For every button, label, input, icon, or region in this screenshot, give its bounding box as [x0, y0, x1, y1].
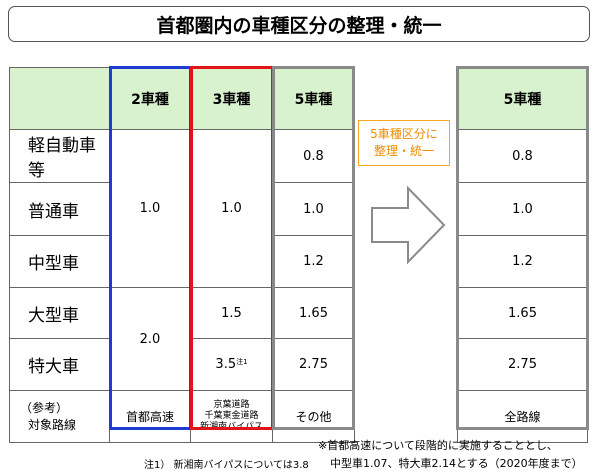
header-5-types: 5車種: [272, 67, 355, 130]
row-label-tokudai: 特大車: [9, 338, 110, 391]
header-2-types: 2車種: [109, 67, 191, 130]
reference-label: （参考） 対象路線: [9, 390, 110, 443]
vehicle-class-table: 2車種 3車種 5車種 軽自動車等 1.0 1.0 0.8 普通車 1.0 中型…: [9, 67, 355, 443]
footnote-2a: ※首都高速について段階的に実施することとし、: [318, 439, 558, 452]
special-value-text: 3.5: [215, 357, 237, 372]
row-label-chugata: 中型車: [9, 235, 110, 288]
result-header: 5車種: [457, 67, 588, 130]
three-type-routes: 京葉道路 千葉東金道路 新湘南バイパス: [190, 390, 273, 443]
five-type-value: 1.0: [272, 182, 355, 236]
page-title: 首都圏内の車種区分の整理・統一: [8, 6, 590, 42]
footnote-1: 注1） 新湘南バイパスについては3.8: [144, 460, 309, 471]
row-label-ogata: 大型車: [9, 287, 110, 339]
row-label-kei: 軽自動車等: [9, 129, 110, 183]
two-type-upper-value: 1.0: [109, 129, 191, 288]
header-3-types: 3車種: [190, 67, 273, 130]
unify-label: 5車種区分に 整理・統一: [358, 120, 450, 166]
three-type-upper-value: 1.0: [190, 129, 273, 288]
right-arrow-icon: [371, 186, 446, 264]
footnote-2b: 中型車1.07、特大車2.14とする（2020年度まで）: [330, 457, 583, 470]
result-value: 1.2: [457, 235, 588, 288]
row-label-futsu: 普通車: [9, 182, 110, 236]
five-type-value: 0.8: [272, 129, 355, 183]
five-type-value: 2.75: [272, 338, 355, 391]
result-value: 1.0: [457, 182, 588, 236]
unified-class-table: 5車種 0.8 1.0 1.2 1.65 2.75 全路線: [457, 67, 588, 443]
three-type-large-value: 1.5: [190, 287, 273, 339]
result-value: 0.8: [457, 129, 588, 183]
two-type-routes: 首都高速: [109, 390, 191, 443]
five-type-routes: その他: [272, 390, 355, 443]
result-value: 2.75: [457, 338, 588, 391]
note-marker: 注1: [236, 358, 248, 366]
five-type-value: 1.65: [272, 287, 355, 339]
corner-cell: [9, 67, 110, 130]
five-type-value: 1.2: [272, 235, 355, 288]
result-routes: 全路線: [457, 390, 588, 443]
result-value: 1.65: [457, 287, 588, 339]
two-type-lower-value: 2.0: [109, 287, 191, 391]
three-type-special-value: 3.5注1: [190, 338, 273, 391]
